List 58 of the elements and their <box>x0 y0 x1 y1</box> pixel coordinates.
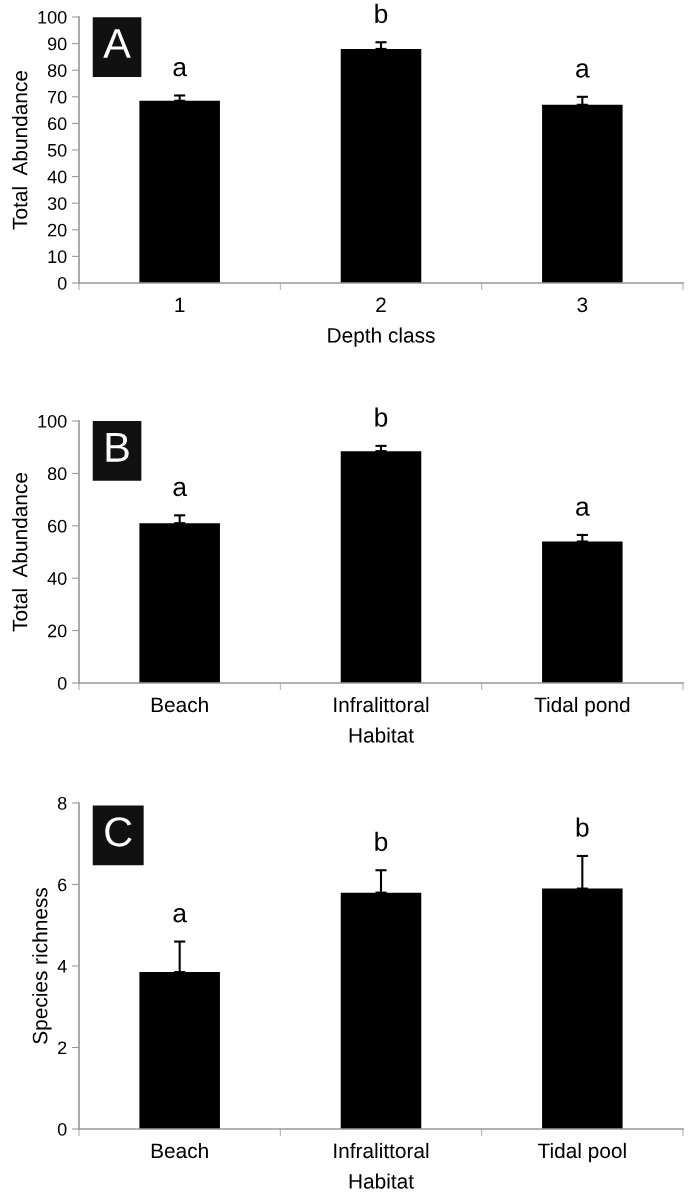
y-tick-label: 10 <box>48 250 67 264</box>
x-axis-title: Depth class <box>328 327 435 347</box>
x-tick-label: 2 <box>376 297 386 312</box>
x-axis-title: Habitat <box>349 1173 414 1189</box>
annotation: a <box>173 907 187 923</box>
x-tick-label: Beach <box>151 1142 208 1159</box>
annotation: a <box>173 481 187 497</box>
y-tick-label: 50 <box>47 143 67 157</box>
x-tick-label: Beach <box>151 696 208 713</box>
y-tick-label: 8 <box>57 796 67 810</box>
bar <box>340 451 422 683</box>
bar <box>340 892 422 1129</box>
bar <box>542 541 623 683</box>
annotation: b <box>375 3 388 24</box>
y-axis-title: Species richness <box>32 888 52 1044</box>
x-tick-label: Infralittoral <box>334 1142 429 1159</box>
chart-title: B <box>106 433 129 462</box>
annotation: b <box>375 831 388 852</box>
y-tick-label: 0 <box>57 276 67 290</box>
annotation: a <box>576 501 590 516</box>
bar <box>542 104 623 283</box>
x-tick-label: Tidal pool <box>538 1142 626 1163</box>
annotation: a <box>173 61 187 77</box>
annotation: b <box>375 407 388 427</box>
y-tick-label: 6 <box>58 878 67 892</box>
y-tick-label: 60 <box>48 519 67 533</box>
y-axis-title: Total Abundance <box>12 473 28 632</box>
x-tick-label: Infralittoral <box>334 696 429 713</box>
y-tick-label: 60 <box>48 117 67 131</box>
annotation: a <box>576 63 590 78</box>
y-tick-label: 40 <box>47 170 67 184</box>
y-tick-label: 70 <box>48 90 67 104</box>
y-tick-label: 20 <box>48 624 67 638</box>
y-tick-label: 2 <box>58 1041 67 1055</box>
y-tick-label: 100 <box>38 10 67 24</box>
y-axis-title: Total Abundance <box>12 71 28 230</box>
x-tick-label: Tidal pond <box>534 696 630 717</box>
bar <box>542 888 623 1129</box>
bar <box>139 100 220 283</box>
y-tick-label: 40 <box>47 572 67 585</box>
y-tick-label: 100 <box>38 414 67 428</box>
y-tick-label: 0 <box>57 676 67 690</box>
bar <box>139 972 220 1129</box>
chart-title: A <box>103 29 131 58</box>
x-axis-title: Habitat <box>349 727 414 743</box>
y-tick-label: 90 <box>47 37 67 51</box>
annotation: b <box>576 817 589 837</box>
chart-title: C <box>105 817 132 847</box>
bar <box>340 48 422 283</box>
y-tick-label: 0 <box>57 1122 67 1136</box>
x-tick-label: 3 <box>577 297 588 313</box>
y-tick-label: 80 <box>47 467 67 481</box>
y-tick-label: 4 <box>57 960 67 973</box>
y-tick-label: 20 <box>48 223 67 237</box>
y-tick-label: 80 <box>47 64 67 77</box>
x-tick-label: 1 <box>175 297 185 312</box>
bar <box>139 523 220 683</box>
y-tick-label: 30 <box>47 197 67 210</box>
